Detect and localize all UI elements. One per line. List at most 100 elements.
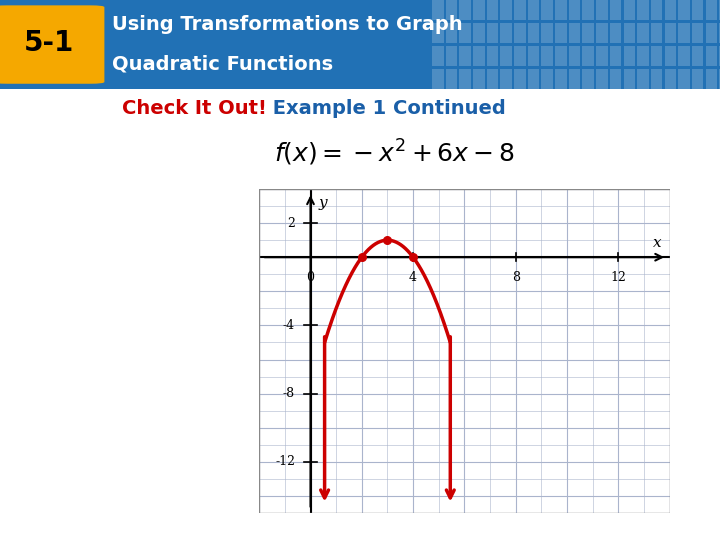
Bar: [665, 23, 676, 43]
Bar: [596, 46, 608, 66]
Bar: [665, 46, 676, 66]
Bar: [541, 70, 553, 89]
Bar: [582, 23, 594, 43]
Text: -8: -8: [283, 387, 295, 400]
Bar: [719, 23, 720, 43]
Bar: [473, 0, 485, 19]
Bar: [719, 0, 720, 19]
Bar: [706, 0, 717, 19]
Bar: [259, 189, 670, 513]
Bar: [706, 46, 717, 66]
Bar: [678, 23, 690, 43]
Bar: [541, 23, 553, 43]
Text: y: y: [318, 196, 327, 210]
Bar: [446, 46, 457, 66]
Bar: [500, 0, 512, 19]
Bar: [692, 46, 703, 66]
Bar: [706, 70, 717, 89]
Bar: [569, 0, 580, 19]
Bar: [514, 46, 526, 66]
Text: x: x: [652, 237, 661, 251]
Text: Holt Algebra 2: Holt Algebra 2: [14, 520, 115, 533]
Bar: [459, 23, 471, 43]
Bar: [459, 46, 471, 66]
Bar: [692, 70, 703, 89]
Point: [356, 253, 368, 261]
Bar: [555, 0, 567, 19]
Text: Using Transformations to Graph: Using Transformations to Graph: [112, 16, 462, 35]
Bar: [473, 23, 485, 43]
Bar: [610, 0, 621, 19]
Bar: [624, 46, 635, 66]
Bar: [487, 0, 498, 19]
Bar: [678, 46, 690, 66]
Bar: [446, 0, 457, 19]
Bar: [610, 46, 621, 66]
Bar: [459, 0, 471, 19]
Bar: [651, 23, 662, 43]
Bar: [596, 23, 608, 43]
Bar: [500, 23, 512, 43]
Bar: [637, 0, 649, 19]
Bar: [582, 0, 594, 19]
Bar: [487, 23, 498, 43]
Bar: [432, 0, 444, 19]
Text: 8: 8: [512, 271, 520, 284]
Bar: [651, 70, 662, 89]
Bar: [473, 70, 485, 89]
Text: -4: -4: [283, 319, 295, 332]
Bar: [637, 23, 649, 43]
Bar: [446, 70, 457, 89]
Text: $f(x) = -x^2 + 6x - 8$: $f(x) = -x^2 + 6x - 8$: [274, 138, 514, 167]
Bar: [459, 70, 471, 89]
Text: Copyright © by Holt, Rinehart and Winston. All Rights Reserved.: Copyright © by Holt, Rinehart and Winsto…: [391, 522, 706, 531]
Text: Check It Out!: Check It Out!: [122, 98, 267, 118]
Bar: [432, 46, 444, 66]
Bar: [500, 46, 512, 66]
Bar: [706, 23, 717, 43]
Bar: [624, 0, 635, 19]
Bar: [692, 23, 703, 43]
Bar: [665, 70, 676, 89]
Bar: [528, 23, 539, 43]
Text: -12: -12: [275, 455, 295, 468]
Text: 4: 4: [409, 271, 417, 284]
Bar: [555, 70, 567, 89]
Bar: [514, 70, 526, 89]
Bar: [637, 70, 649, 89]
Bar: [569, 46, 580, 66]
Bar: [487, 70, 498, 89]
FancyBboxPatch shape: [0, 5, 104, 84]
Point: [408, 253, 419, 261]
Bar: [651, 46, 662, 66]
Bar: [665, 0, 676, 19]
Bar: [446, 23, 457, 43]
Bar: [473, 46, 485, 66]
Bar: [678, 70, 690, 89]
Bar: [678, 0, 690, 19]
Text: 5-1: 5-1: [24, 29, 74, 57]
Bar: [569, 70, 580, 89]
Bar: [555, 46, 567, 66]
Bar: [569, 23, 580, 43]
Bar: [610, 23, 621, 43]
Bar: [596, 70, 608, 89]
Point: [382, 236, 393, 245]
Bar: [514, 23, 526, 43]
Bar: [624, 70, 635, 89]
Bar: [432, 23, 444, 43]
Bar: [432, 70, 444, 89]
Bar: [500, 70, 512, 89]
Bar: [719, 70, 720, 89]
Bar: [637, 46, 649, 66]
Bar: [528, 70, 539, 89]
Text: 2: 2: [287, 217, 295, 230]
Bar: [528, 46, 539, 66]
Bar: [487, 46, 498, 66]
Bar: [624, 23, 635, 43]
Text: 12: 12: [611, 271, 626, 284]
Bar: [651, 0, 662, 19]
Text: Quadratic Functions: Quadratic Functions: [112, 55, 333, 73]
Bar: [582, 70, 594, 89]
Bar: [692, 0, 703, 19]
